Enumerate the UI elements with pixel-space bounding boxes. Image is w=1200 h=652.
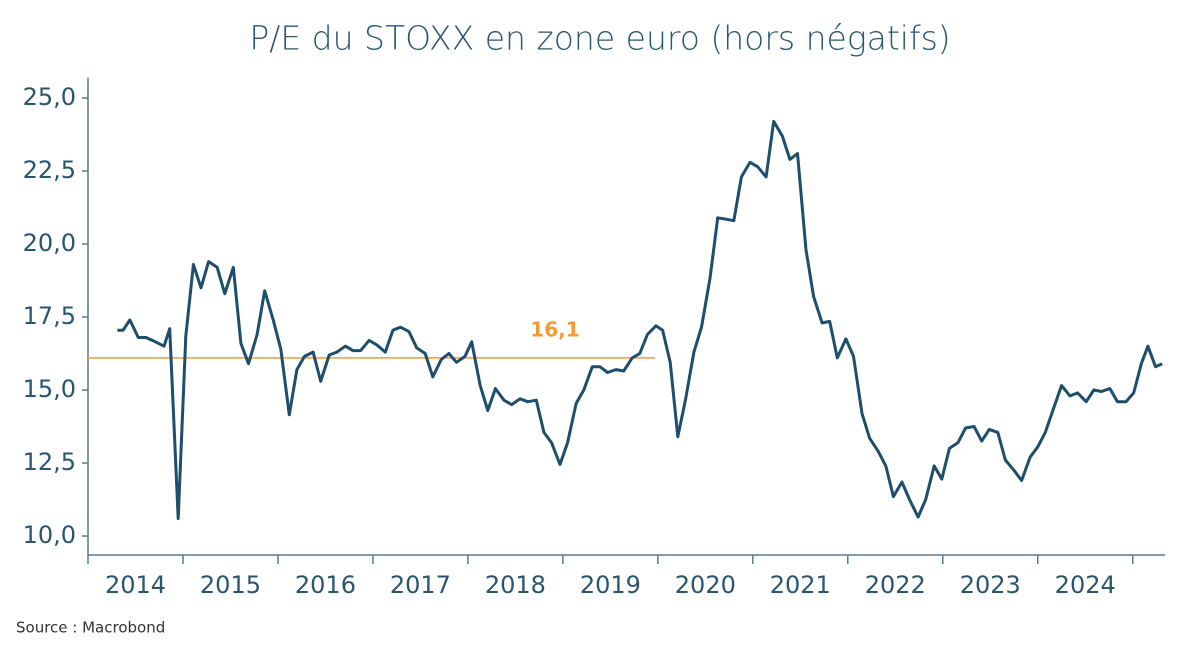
- x-tick-label: 2014: [105, 571, 166, 599]
- x-tick-label: 2023: [960, 571, 1021, 599]
- y-tick-label: 10,0: [23, 521, 76, 549]
- x-tick-label: 2019: [580, 571, 641, 599]
- y-tick-label: 17,5: [23, 302, 76, 330]
- y-tick-label: 22,5: [23, 156, 76, 184]
- x-tick-label: 2018: [485, 571, 546, 599]
- x-tick-label: 2020: [675, 571, 736, 599]
- x-tick-label: 2024: [1055, 571, 1116, 599]
- x-tick-label: 2022: [865, 571, 926, 599]
- data-line: [117, 119, 1163, 520]
- x-tick-label: 2021: [770, 571, 831, 599]
- x-tick-label: 2017: [390, 571, 451, 599]
- source-note: Source : Macrobond: [16, 619, 165, 637]
- y-tick-label: 12,5: [23, 448, 76, 476]
- x-tick-label: 2015: [200, 571, 261, 599]
- y-tick-label: 25,0: [23, 83, 76, 111]
- reference-label: 16,1: [530, 317, 579, 341]
- chart-title: P/E du STOXX en zone euro (hors négatifs…: [249, 19, 950, 58]
- y-tick-label: 20,0: [23, 229, 76, 257]
- y-tick-label: 15,0: [23, 375, 76, 403]
- x-tick-label: 2016: [295, 571, 356, 599]
